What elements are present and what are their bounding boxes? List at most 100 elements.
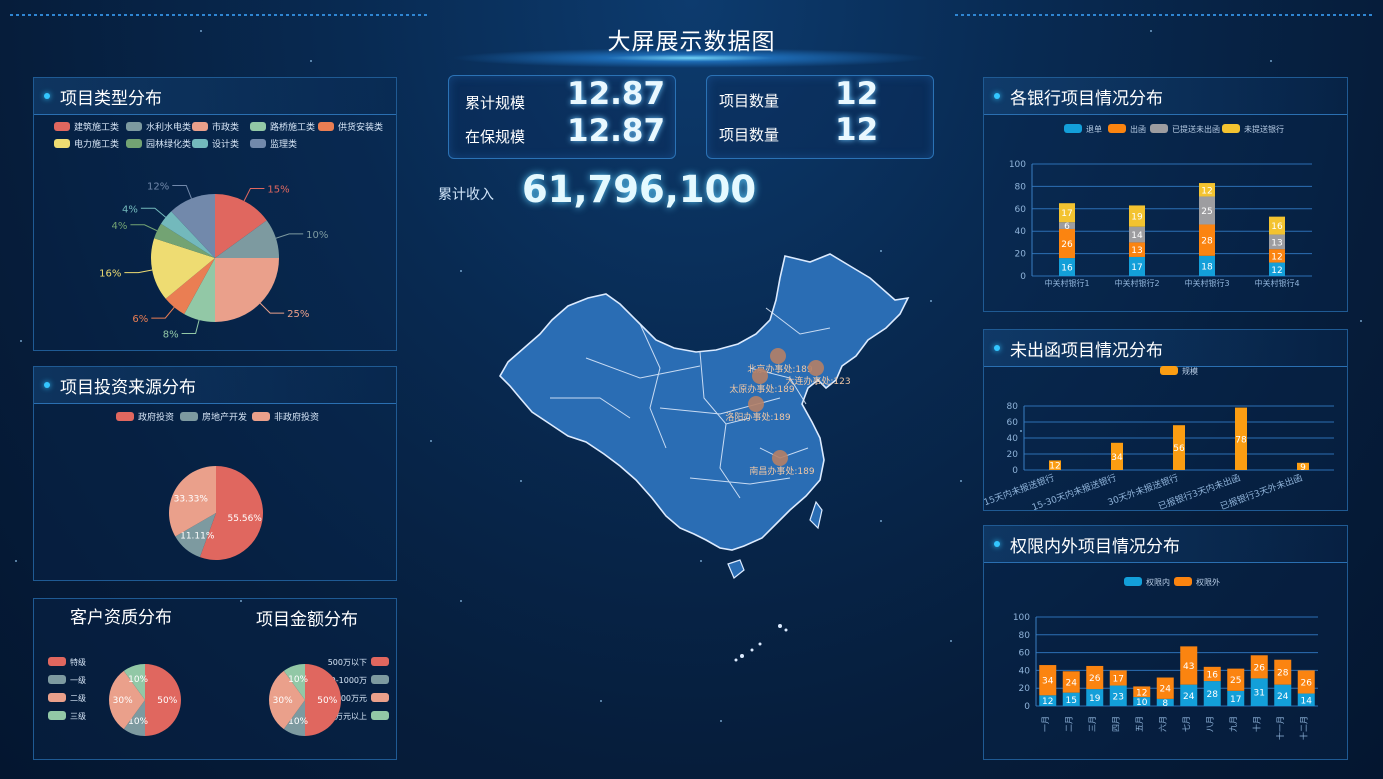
office-marker <box>772 450 788 466</box>
pie-label: 50% <box>317 696 337 706</box>
legend-label: 500-1000万 <box>320 676 367 685</box>
y-tick-label: 60 <box>1019 649 1031 659</box>
bar <box>1156 677 1174 699</box>
x-tick-label: 十二月 <box>1298 716 1308 740</box>
income-value: 61,796,100 <box>522 168 757 211</box>
legend-swatch <box>1108 124 1126 133</box>
pie-slice <box>171 194 215 258</box>
pie-label: 10% <box>128 675 148 685</box>
legend-label: 电力施工类 <box>74 138 119 150</box>
bar <box>1227 668 1245 691</box>
bar <box>1109 685 1127 706</box>
bar-value-label: 56 <box>1173 444 1185 454</box>
bar-value-label: 6 <box>1064 222 1070 232</box>
y-tick-label: 60 <box>1007 418 1019 428</box>
x-tick-label: 中关村银行2 <box>1114 278 1159 288</box>
background-star <box>700 560 702 562</box>
legend-label: 水利水电类 <box>146 121 191 133</box>
pie-label: 55.56% <box>228 514 263 524</box>
pie-label: 4% <box>112 221 128 232</box>
legend-label: 监理类 <box>270 138 297 150</box>
pie-slice <box>145 664 181 736</box>
pie-slice <box>283 700 305 736</box>
pie-leader-line <box>243 188 265 202</box>
bar-value-label: 24 <box>1277 692 1289 702</box>
background-star <box>1270 60 1272 62</box>
y-tick-label: 0 <box>1012 466 1018 476</box>
legend-label: 路桥施工类 <box>270 121 315 133</box>
background-star <box>960 480 962 482</box>
background-star <box>240 600 242 602</box>
legend-label: 出函 <box>1130 124 1146 134</box>
office-label: 大连办事处:123 <box>785 375 850 387</box>
panel-title: 权限内外项目情况分布 <box>1010 537 1180 557</box>
y-tick-label: 40 <box>1007 434 1019 444</box>
legend-swatch <box>1124 577 1142 586</box>
panel-header: 权限内外项目情况分布 <box>984 526 1347 563</box>
legend-swatch <box>48 657 66 666</box>
bar-value-label: 15 <box>1066 696 1077 706</box>
pie-slice <box>160 211 215 258</box>
pie-slice <box>108 670 145 730</box>
panel-customer-amount: 客户资质分布 项目金额分布 特级 一级 二级 三级 50% 10% 30% 10% 500万以… <box>33 598 397 760</box>
pie-slice <box>123 664 145 700</box>
legend-label: 权限内 <box>1146 577 1170 587</box>
bar-value-label: 17 <box>1061 209 1072 219</box>
background-star <box>460 270 462 272</box>
x-tick-label: 四月 <box>1111 716 1120 732</box>
pie-label: 10% <box>306 230 328 241</box>
panel-title: 未出函项目情况分布 <box>1010 341 1163 361</box>
bar-value-label: 12 <box>1136 688 1147 698</box>
background-star <box>1360 320 1362 322</box>
bar <box>1269 262 1285 276</box>
bar <box>1059 203 1075 223</box>
pie-label: 25% <box>287 309 309 320</box>
legend-label: 市政类 <box>212 121 239 133</box>
background-star <box>200 30 202 32</box>
pie-slice <box>199 466 264 560</box>
bar-value-label: 24 <box>1160 685 1172 695</box>
bar-value-label: 19 <box>1131 213 1143 223</box>
bullet-icon <box>994 345 1000 351</box>
kpi-label: 累计规模 <box>465 94 526 112</box>
bar-value-label: 24 <box>1066 678 1078 688</box>
bar <box>1059 258 1075 276</box>
bar <box>1199 224 1215 256</box>
background-star <box>880 250 882 252</box>
bar-value-label: 16 <box>1207 670 1219 680</box>
panel-bank: 各银行项目情况分布 退单 出函 已提送未出函 未提送银行 0 20 40 60 80 100 16 2… <box>983 77 1348 312</box>
bar <box>1203 666 1221 682</box>
pie-label: 30% <box>113 696 133 706</box>
bar <box>1039 665 1057 696</box>
bar-value-label: 28 <box>1277 669 1289 679</box>
bar-value-label: 28 <box>1207 690 1219 700</box>
bar <box>1199 196 1215 225</box>
bar-value-label: 26 <box>1301 678 1313 688</box>
legend-label: 三级 <box>70 711 86 721</box>
bar-value-label: 16 <box>1271 222 1283 232</box>
bar <box>1199 255 1215 276</box>
x-tick-label: 九月 <box>1229 716 1238 732</box>
pie-label: 10% <box>128 717 148 727</box>
bar <box>1297 693 1315 706</box>
legend-label: 园林绿化类 <box>146 138 191 150</box>
legend-swatch <box>192 122 208 131</box>
x-tick-label: 中关村银行1 <box>1044 278 1089 288</box>
bar-value-label: 17 <box>1230 695 1241 705</box>
legend-swatch <box>371 657 389 666</box>
legend-label: 500万以下 <box>328 658 367 667</box>
bar-value-label: 28 <box>1201 237 1213 247</box>
province-borders <box>550 307 831 499</box>
unissued-chart: 规模0204060801215天内未报送银行3415-30天内未报送银行5630… <box>984 366 1334 510</box>
legend-label: 3000万元以上 <box>315 712 367 721</box>
pie-label: 50% <box>157 696 177 706</box>
legend-label: 供货安装类 <box>338 121 383 133</box>
pie-slice <box>151 238 215 299</box>
pie-label: 16% <box>99 269 121 280</box>
legend-label: 设计类 <box>212 138 239 150</box>
legend-label: 非政府投资 <box>274 411 319 423</box>
bar <box>1269 216 1285 235</box>
pie-leader-line <box>124 269 153 274</box>
bar-value-label: 26 <box>1061 240 1073 250</box>
